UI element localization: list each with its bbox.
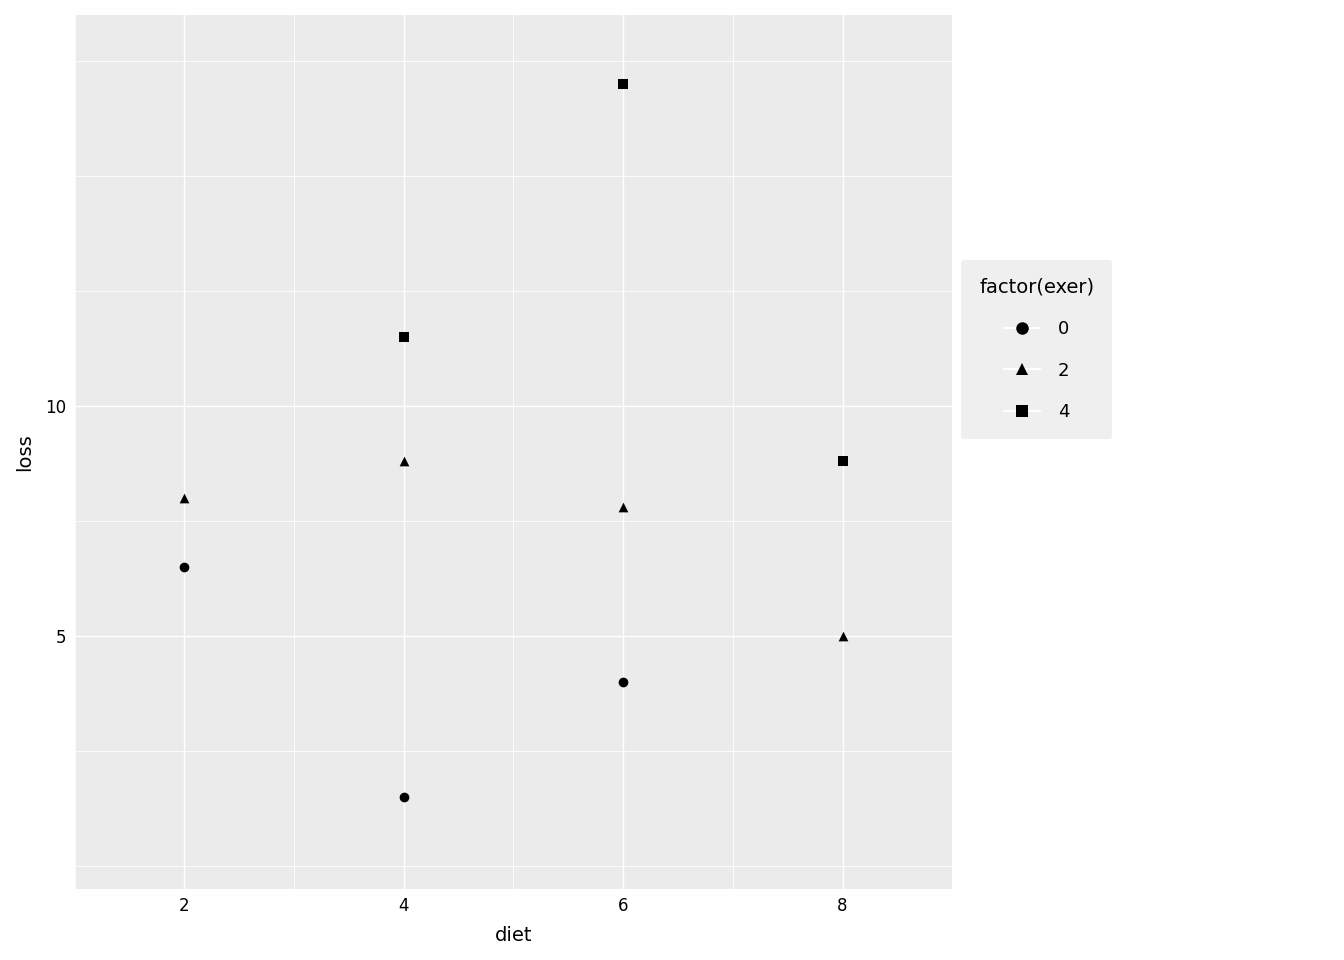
X-axis label: diet: diet bbox=[495, 926, 532, 945]
Point bbox=[173, 559, 195, 574]
Point bbox=[392, 453, 414, 468]
Point bbox=[613, 76, 634, 91]
Point bbox=[832, 628, 853, 643]
Point bbox=[832, 453, 853, 468]
Point bbox=[392, 329, 414, 345]
Y-axis label: loss: loss bbox=[15, 433, 34, 470]
Point bbox=[173, 490, 195, 505]
Point bbox=[613, 499, 634, 515]
Point bbox=[613, 674, 634, 689]
Point bbox=[392, 789, 414, 804]
Legend: 0, 2, 4: 0, 2, 4 bbox=[961, 259, 1113, 439]
